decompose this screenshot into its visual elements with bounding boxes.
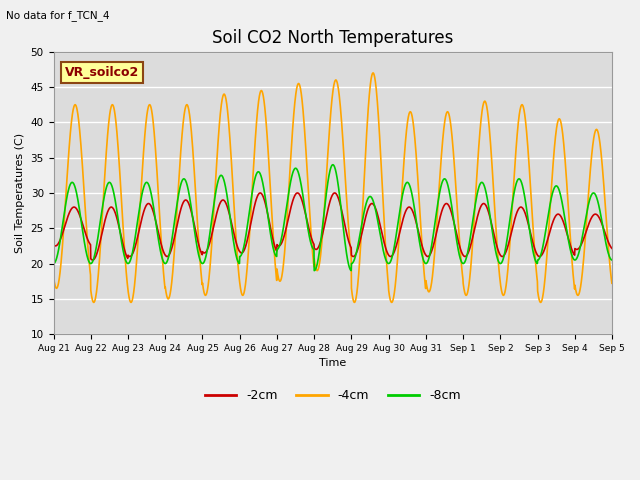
-8cm xyxy=(608,257,616,263)
-8cm xyxy=(495,260,503,266)
-8cm xyxy=(575,251,582,257)
Y-axis label: Soil Temperatures (C): Soil Temperatures (C) xyxy=(15,133,25,253)
Text: No data for f_TCN_4: No data for f_TCN_4 xyxy=(6,10,110,21)
-8cm xyxy=(310,268,318,274)
-8cm xyxy=(205,235,213,241)
-4cm xyxy=(349,295,356,300)
-2cm xyxy=(89,257,97,263)
-4cm xyxy=(205,273,213,279)
-2cm xyxy=(608,245,616,251)
-2cm xyxy=(50,242,58,248)
-2cm xyxy=(294,190,301,196)
-4cm xyxy=(495,268,503,274)
-2cm xyxy=(575,246,582,252)
-8cm xyxy=(559,204,567,210)
-4cm xyxy=(361,163,369,168)
-4cm xyxy=(537,300,545,305)
Line: -8cm: -8cm xyxy=(54,165,612,271)
Text: VR_soilco2: VR_soilco2 xyxy=(65,66,139,79)
Line: -4cm: -4cm xyxy=(54,73,612,302)
Title: Soil CO2 North Temperatures: Soil CO2 North Temperatures xyxy=(212,29,454,48)
-4cm xyxy=(50,274,58,280)
-4cm xyxy=(559,133,567,139)
-2cm xyxy=(495,251,503,256)
-8cm xyxy=(349,259,357,265)
-2cm xyxy=(349,253,357,259)
Line: -2cm: -2cm xyxy=(54,193,612,260)
-8cm xyxy=(329,162,337,168)
-2cm xyxy=(362,215,369,221)
Legend: -2cm, -4cm, -8cm: -2cm, -4cm, -8cm xyxy=(200,384,466,407)
-4cm xyxy=(369,70,377,76)
-8cm xyxy=(362,204,369,209)
-2cm xyxy=(205,241,213,247)
-4cm xyxy=(575,292,582,298)
-4cm xyxy=(608,280,616,286)
-2cm xyxy=(559,218,567,224)
-8cm xyxy=(50,261,58,266)
X-axis label: Time: Time xyxy=(319,359,346,369)
